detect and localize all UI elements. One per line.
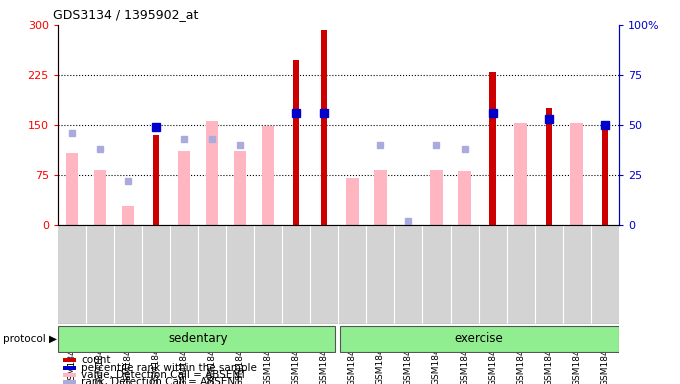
Bar xyxy=(602,125,608,225)
Bar xyxy=(94,170,106,225)
Bar xyxy=(63,358,75,362)
Text: exercise: exercise xyxy=(454,332,503,345)
Bar xyxy=(65,153,78,225)
Bar xyxy=(293,60,299,225)
Bar xyxy=(153,135,159,225)
Bar xyxy=(234,151,246,225)
Bar xyxy=(545,108,551,225)
Bar xyxy=(206,121,218,225)
Text: percentile rank within the sample: percentile rank within the sample xyxy=(82,362,257,372)
Text: GDS3134 / 1395902_at: GDS3134 / 1395902_at xyxy=(53,8,199,21)
Bar xyxy=(321,30,327,225)
Bar xyxy=(177,151,190,225)
Text: count: count xyxy=(82,355,111,366)
Text: value, Detection Call = ABSENT: value, Detection Call = ABSENT xyxy=(82,370,247,380)
Bar xyxy=(63,380,75,384)
Bar xyxy=(63,366,75,369)
Text: sedentary: sedentary xyxy=(168,332,228,345)
Text: protocol ▶: protocol ▶ xyxy=(3,334,57,344)
Bar xyxy=(458,171,471,225)
Bar xyxy=(63,373,75,377)
Bar xyxy=(346,178,358,225)
Bar xyxy=(262,126,275,225)
Bar xyxy=(374,170,387,225)
Bar xyxy=(122,206,134,225)
Bar xyxy=(58,326,335,352)
Bar xyxy=(340,326,619,352)
Bar xyxy=(571,124,583,225)
Text: rank, Detection Call = ABSENT: rank, Detection Call = ABSENT xyxy=(82,377,241,384)
Bar xyxy=(430,170,443,225)
Bar xyxy=(490,71,496,225)
Bar xyxy=(514,124,527,225)
